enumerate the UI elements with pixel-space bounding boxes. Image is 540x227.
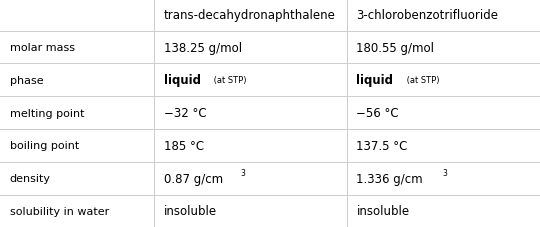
Text: 3: 3: [240, 168, 245, 177]
Text: (at STP): (at STP): [211, 76, 247, 85]
Text: liquid: liquid: [164, 74, 201, 87]
Text: melting point: melting point: [10, 108, 84, 118]
Text: boiling point: boiling point: [10, 141, 79, 151]
Text: solubility in water: solubility in water: [10, 206, 109, 216]
Text: 1.336 g/cm: 1.336 g/cm: [356, 172, 423, 185]
Text: insoluble: insoluble: [164, 204, 217, 217]
Text: −56 °C: −56 °C: [356, 106, 399, 120]
Text: 137.5 °C: 137.5 °C: [356, 139, 408, 152]
Text: 185 °C: 185 °C: [164, 139, 204, 152]
Text: 3-chlorobenzotrifluoride: 3-chlorobenzotrifluoride: [356, 9, 498, 22]
Text: density: density: [10, 173, 51, 183]
Text: 0.87 g/cm: 0.87 g/cm: [164, 172, 222, 185]
Text: 180.55 g/mol: 180.55 g/mol: [356, 41, 434, 54]
Text: 138.25 g/mol: 138.25 g/mol: [164, 41, 242, 54]
Text: molar mass: molar mass: [10, 43, 75, 53]
Text: 3: 3: [442, 168, 447, 177]
Text: −32 °C: −32 °C: [164, 106, 206, 120]
Text: liquid: liquid: [356, 74, 394, 87]
Text: phase: phase: [10, 75, 43, 85]
Text: trans-decahydronaphthalene: trans-decahydronaphthalene: [164, 9, 335, 22]
Text: (at STP): (at STP): [404, 76, 440, 85]
Text: insoluble: insoluble: [356, 204, 409, 217]
